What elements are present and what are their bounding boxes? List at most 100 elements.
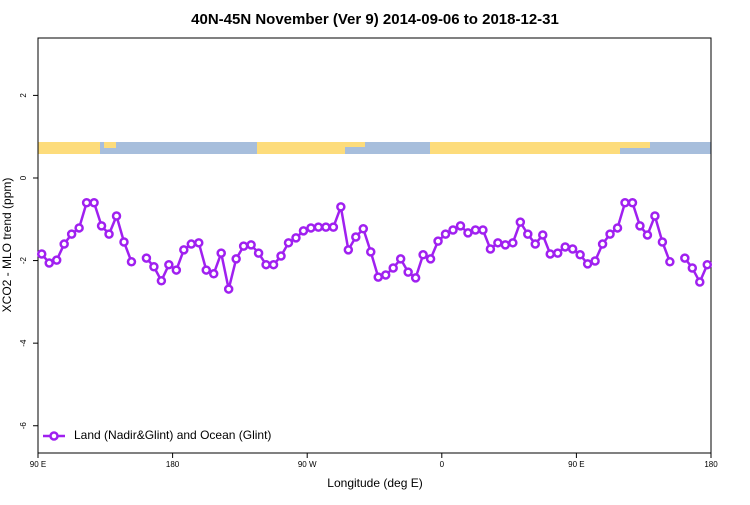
data-point xyxy=(194,238,204,248)
data-point xyxy=(306,223,316,233)
data-point xyxy=(680,253,690,263)
data-point xyxy=(538,230,548,240)
data-point xyxy=(478,225,488,235)
data-point xyxy=(156,276,167,286)
data-point xyxy=(403,267,413,277)
data-point xyxy=(81,198,92,208)
data-point xyxy=(500,240,511,250)
data-point xyxy=(567,244,578,254)
x-tick-label: 180 xyxy=(704,460,718,469)
data-point xyxy=(104,229,114,239)
data-point xyxy=(171,265,182,275)
data-point xyxy=(657,237,668,247)
data-point xyxy=(433,236,443,246)
data-point xyxy=(36,249,47,259)
data-point xyxy=(650,211,660,221)
y-tick-label: 0 xyxy=(19,175,28,180)
data-point xyxy=(463,228,473,238)
chart-title: 40N-45N November (Ver 9) 2014-09-06 to 2… xyxy=(191,11,559,28)
data-point xyxy=(366,247,376,257)
data-point xyxy=(66,229,77,239)
data-point xyxy=(515,217,526,227)
data-point xyxy=(440,229,451,239)
data-point xyxy=(575,250,585,260)
x-tick-label: 90 E xyxy=(30,460,46,469)
data-point xyxy=(395,254,406,264)
plot-frame xyxy=(37,37,712,454)
y-tick-label: 2 xyxy=(19,93,28,98)
y-axis-label: XCO2 - MLO trend (ppm) xyxy=(0,178,14,313)
data-point xyxy=(119,237,129,247)
x-tick-label: 0 xyxy=(440,460,445,469)
x-axis-label: Longitude (deg E) xyxy=(327,476,422,490)
data-point xyxy=(253,248,264,258)
data-point xyxy=(291,233,301,243)
data-point xyxy=(321,222,331,232)
data-point xyxy=(582,259,593,269)
data-point xyxy=(223,284,234,294)
x-tick-label: 90 W xyxy=(298,460,317,469)
data-point xyxy=(276,251,286,261)
data-point xyxy=(298,226,309,236)
data-point xyxy=(590,256,600,266)
y-tick-label: -6 xyxy=(19,422,28,430)
data-point xyxy=(111,211,122,221)
data-point xyxy=(702,259,713,270)
data-point xyxy=(208,269,219,279)
data-point xyxy=(620,198,630,208)
data-point xyxy=(448,225,458,235)
y-tick-label: -4 xyxy=(19,339,28,347)
data-point xyxy=(96,221,107,231)
y-tick-label: -2 xyxy=(19,256,28,264)
data-point xyxy=(470,225,481,235)
x-tick-label: 180 xyxy=(166,460,180,469)
data-point xyxy=(74,223,84,233)
data-point xyxy=(261,259,271,270)
data-point xyxy=(597,239,608,249)
data-point xyxy=(238,241,249,251)
data-point xyxy=(268,259,279,270)
data-point xyxy=(216,248,226,258)
legend-marker xyxy=(49,431,59,441)
data-point xyxy=(485,244,496,254)
data-point xyxy=(695,277,705,287)
data-point xyxy=(635,221,645,231)
data-point xyxy=(343,245,354,255)
data-point xyxy=(313,222,324,232)
data-point xyxy=(126,257,137,267)
data-point xyxy=(425,254,436,264)
data-point xyxy=(373,272,383,282)
data-point xyxy=(201,265,211,275)
data-point xyxy=(89,198,99,208)
data-point xyxy=(351,232,361,242)
data-point xyxy=(552,248,563,258)
data-point xyxy=(44,258,54,268)
x-tick-label: 90 E xyxy=(568,460,584,469)
data-point xyxy=(455,221,466,231)
data-point xyxy=(665,257,675,267)
data-point xyxy=(493,238,503,248)
data-point xyxy=(530,239,541,249)
data-point xyxy=(336,202,346,212)
legend-label: Land (Nadir&Glint) and Ocean (Glint) xyxy=(74,428,271,442)
data-point xyxy=(164,259,174,270)
data-point xyxy=(149,262,159,272)
data-point xyxy=(328,222,339,232)
data-point xyxy=(59,239,69,249)
data-point xyxy=(523,229,533,239)
data-point xyxy=(612,223,623,233)
data-point xyxy=(380,270,391,280)
data-point xyxy=(246,240,256,250)
data-point xyxy=(179,245,189,255)
data-point xyxy=(687,263,698,273)
data-point xyxy=(141,253,152,263)
data-point xyxy=(283,238,294,248)
data-point xyxy=(358,224,369,234)
data-point xyxy=(51,255,62,265)
data-point xyxy=(560,242,570,252)
data-point xyxy=(418,250,428,260)
data-point xyxy=(388,263,398,273)
data-point xyxy=(186,239,197,249)
data-point xyxy=(545,249,555,259)
